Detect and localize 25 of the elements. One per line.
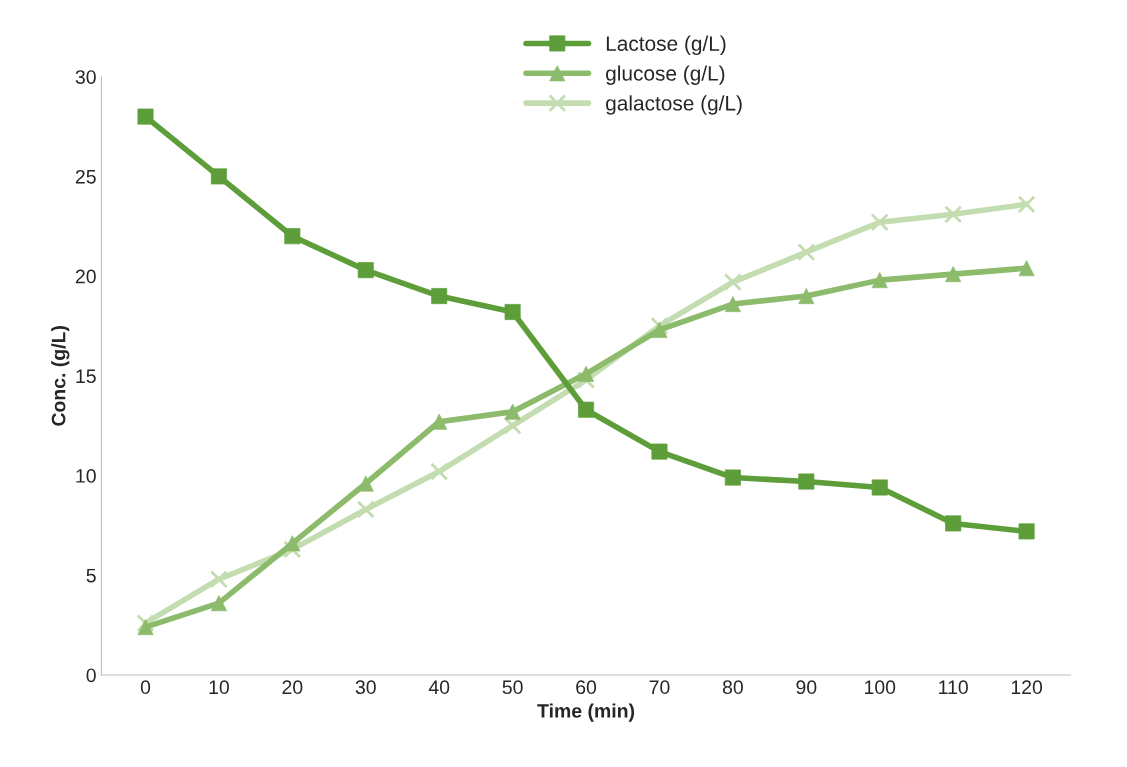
x-tick-label: 50 [502,680,523,695]
x-tick-label: 40 [428,680,450,695]
x-tick-label: 20 [282,680,303,695]
x-axis-title: Time (min) [537,703,635,722]
y-axis-title: Conc. (g/L) [51,326,70,426]
x-tick-label: 60 [576,680,597,695]
y-tick-label: 0 [86,668,96,683]
y-tick-label: 20 [75,269,96,284]
x-tick-label: 110 [939,680,968,695]
legend-label: Lactose (g/L) [606,35,726,56]
x-tick-label: 120 [1011,680,1043,695]
y-tick-label: 10 [76,469,96,483]
legend-label: galactose (g/L) [606,95,742,115]
x-tick-label: 100 [865,680,896,695]
x-tick-label: 0 [140,680,151,695]
y-tick-label: 15 [76,369,96,384]
x-tick-label: 80 [722,680,743,695]
legend-label: glucose (g/L) [606,65,725,85]
x-tick-label: 90 [796,680,817,695]
y-tick-label: 25 [75,169,96,184]
y-tick-label: 5 [86,568,96,583]
y-tick-label: 30 [75,70,96,84]
x-tick-label: 30 [355,680,376,695]
x-tick-label: 70 [649,680,670,695]
x-tick-label: 10 [209,680,229,695]
